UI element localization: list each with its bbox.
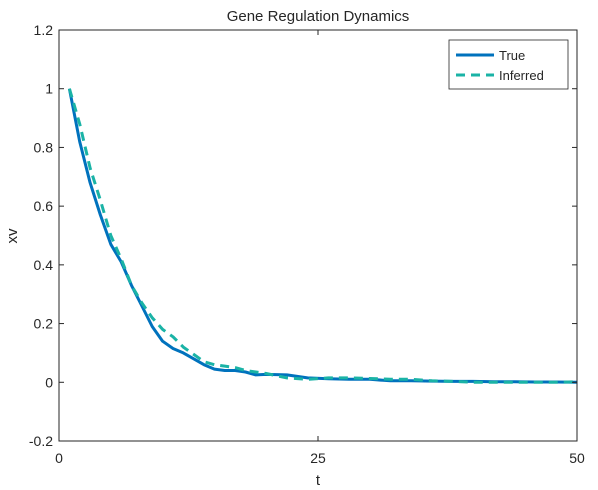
y-tick-label: 1 xyxy=(45,81,53,97)
x-tick-label: 25 xyxy=(310,450,326,466)
y-axis-label: xv xyxy=(4,228,21,244)
tick-layer: 0 25 50-0.200.20.40.60.811.2 xyxy=(29,22,585,466)
legend-box xyxy=(448,39,569,90)
y-tick-label: 1.2 xyxy=(34,22,54,38)
plot-frame xyxy=(58,29,578,442)
legend-label-true: True xyxy=(499,48,525,63)
plot-area xyxy=(59,30,577,441)
legend: True Inferred xyxy=(448,39,569,90)
y-tick-label: 0.6 xyxy=(34,198,54,214)
x-tick-label: 0 xyxy=(55,450,63,466)
y-tick-label: -0.2 xyxy=(29,433,53,449)
y-tick-label: 0.2 xyxy=(34,316,54,332)
x-axis-label: t xyxy=(316,472,321,489)
y-tick-label: 0.8 xyxy=(34,139,54,155)
y-tick-label: 0 xyxy=(45,374,53,390)
chart-title: Gene Regulation Dynamics xyxy=(227,8,410,25)
y-tick-label: 0.4 xyxy=(34,257,54,273)
legend-label-inferred: Inferred xyxy=(499,68,544,83)
x-tick-label: 50 xyxy=(569,450,585,466)
series-line-inferred xyxy=(67,88,578,384)
series-layer xyxy=(67,88,578,384)
